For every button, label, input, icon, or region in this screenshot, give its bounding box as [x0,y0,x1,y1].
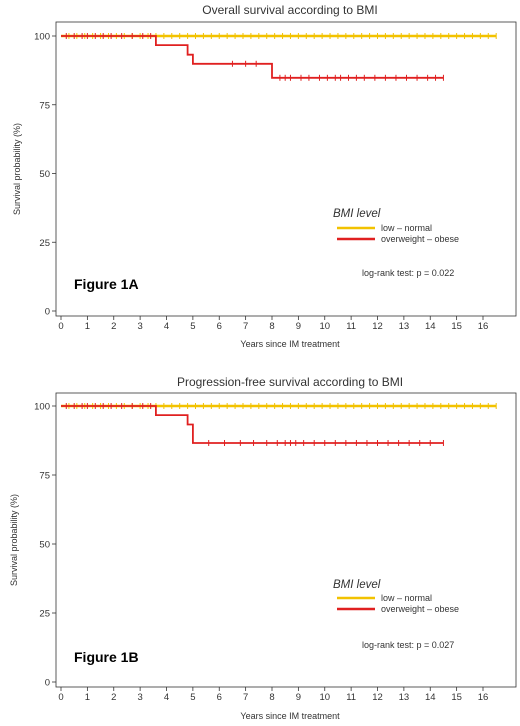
y-tick-label: 25 [39,609,50,620]
x-tick-label: 7 [243,692,248,703]
x-tick-label: 10 [319,321,330,332]
legend-label-low-normal: low – normal [381,593,432,603]
chart-panel-b: Progression-free survival according to B… [9,375,517,721]
y-tick-label: 50 [39,169,50,180]
x-tick-label: 11 [346,692,356,703]
series-line-overweight-obese [61,35,444,79]
y-tick-label: 0 [45,307,50,318]
x-tick-label: 5 [190,692,195,703]
y-tick-label: 50 [39,540,50,551]
x-tick-label: 16 [478,692,489,703]
x-tick-label: 15 [451,692,462,703]
x-tick-label: 9 [296,692,301,703]
figure-label: Figure 1B [74,649,139,665]
y-tick-label: 100 [34,402,50,413]
x-tick-label: 1 [85,321,90,332]
legend-label-overweight-obese: overweight – obese [381,604,459,614]
x-tick-label: 11 [346,321,356,332]
chart-panel-a: Overall survival according to BMI Surviv… [12,3,517,349]
y-axis-label: Survival probability (%) [9,494,19,586]
x-tick-label: 9 [296,321,301,332]
legend-label-low-normal: low – normal [381,223,432,233]
survival-curves [61,403,497,446]
series-line-overweight-obese [61,405,444,444]
x-tick-label: 0 [58,692,63,703]
plot-frame [55,21,517,317]
chart-title: Progression-free survival according to B… [177,375,403,389]
x-axis-label: Years since IM treatment [240,339,340,349]
x-tick-label: 14 [425,321,436,332]
x-tick-label: 6 [217,321,222,332]
y-tick-label: 100 [34,32,50,43]
y-tick-label: 75 [39,471,50,482]
x-tick-label: 3 [137,321,142,332]
log-rank-annotation: log-rank test: p = 0.022 [362,268,454,278]
x-tick-label: 12 [372,692,383,703]
log-rank-annotation: log-rank test: p = 0.027 [362,640,454,650]
x-tick-label: 5 [190,321,195,332]
x-axis-label: Years since IM treatment [240,711,340,721]
x-tick-label: 4 [164,321,169,332]
x-tick-label: 0 [58,321,63,332]
x-tick-label: 2 [111,692,116,703]
x-tick-label: 13 [399,692,410,703]
x-tick-label: 16 [478,321,489,332]
x-tick-label: 8 [269,692,274,703]
x-tick-label: 1 [85,692,90,703]
y-tick-label: 0 [45,678,50,689]
legend-label-overweight-obese: overweight – obese [381,234,459,244]
x-tick-label: 13 [399,321,410,332]
y-tick-label: 25 [39,238,50,249]
x-tick-label: 15 [451,321,462,332]
survival-curves [61,33,497,81]
x-tick-label: 8 [269,321,274,332]
legend-title: BMI level [333,208,381,220]
y-tick-label: 75 [39,100,50,111]
x-tick-label: 2 [111,321,116,332]
x-tick-label: 14 [425,692,436,703]
plot-frame [55,392,517,688]
x-tick-label: 7 [243,321,248,332]
chart-title: Overall survival according to BMI [202,3,377,17]
figure-label: Figure 1A [74,276,139,292]
legend: BMI level low – normal overweight – obes… [333,208,459,244]
x-tick-label: 12 [372,321,383,332]
legend: BMI level low – normal overweight – obes… [333,579,459,614]
x-tick-label: 4 [164,692,169,703]
x-tick-label: 10 [319,692,330,703]
y-axis-label: Survival probability (%) [12,123,22,215]
legend-title: BMI level [333,579,381,591]
x-tick-label: 3 [137,692,142,703]
x-tick-label: 6 [217,692,222,703]
